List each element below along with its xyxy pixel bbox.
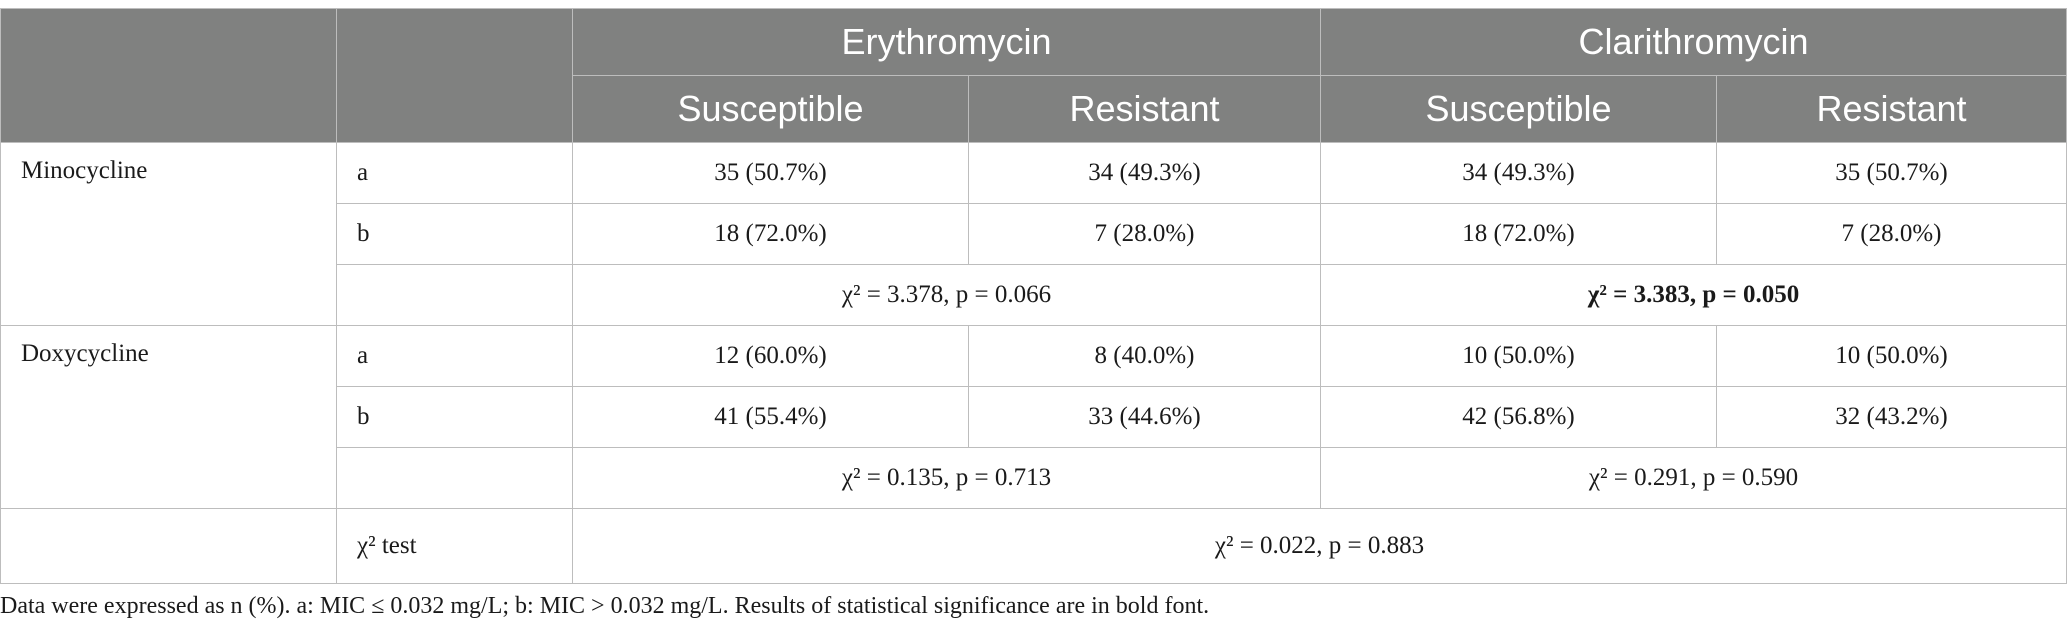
table-cell: 42 (56.8%) [1320, 386, 1718, 448]
table-cell: 33 (44.6%) [967, 386, 1322, 448]
header-blank-group [336, 8, 573, 143]
stat-doxycycline-erythromycin: χ² = 0.135, p = 0.713 [571, 447, 1322, 509]
group-label: a [336, 142, 573, 204]
table-row-stats: χ² = 3.378, p = 0.066 χ² = 3.383, p = 0.… [1, 264, 2068, 326]
table-row: b 41 (55.4%) 33 (44.6%) 42 (56.8%) 32 (4… [1, 386, 2068, 448]
table-cell: 35 (50.7%) [1716, 142, 2068, 204]
header-clarithromycin: Clarithromycin [1320, 8, 2068, 76]
table-cell: 18 (72.0%) [1320, 203, 1718, 265]
table-cell: 12 (60.0%) [572, 325, 969, 387]
table-row: Minocycline a 35 (50.7%) 34 (49.3%) 34 (… [0, 142, 2068, 326]
header-cla-resistant: Resistant [1716, 75, 2068, 143]
stat-chi-test-overall: χ² = 0.022, p = 0.883 [571, 508, 2068, 584]
drug-label-minocycline: Minocycline [0, 142, 337, 326]
drug-label-doxycycline: Doxycycline [0, 325, 337, 509]
table-cell: 32 (43.2%) [1716, 386, 2068, 448]
table-cell: 18 (72.0%) [572, 203, 969, 265]
group-label: b [336, 203, 573, 265]
table-row: b 18 (72.0%) 7 (28.0%) 18 (72.0%) 7 (28.… [1, 203, 2068, 265]
stat-doxycycline-clarithromycin: χ² = 0.291, p = 0.590 [1320, 447, 2068, 509]
table-cell: 8 (40.0%) [967, 325, 1322, 387]
table-row-chi-test: χ² test χ² = 0.022, p = 0.883 [0, 508, 2068, 584]
table-cell: 7 (28.0%) [967, 203, 1322, 265]
table-row: Doxycycline a 12 (60.0%) 8 (40.0%) 10 (5… [0, 325, 2068, 509]
blank-cell [0, 508, 337, 584]
table-cell: 41 (55.4%) [572, 386, 969, 448]
header-ery-resistant: Resistant [967, 75, 1322, 143]
blank-cell [336, 264, 573, 326]
table-cell: 10 (50.0%) [1716, 325, 2068, 387]
group-label: b [336, 386, 573, 448]
table-cell: 34 (49.3%) [1320, 142, 1718, 204]
header-blank-drug [0, 8, 337, 143]
data-table: Erythromycin Clarithromycin Susceptible … [0, 8, 2068, 584]
table-cell: 10 (50.0%) [1320, 325, 1718, 387]
chi-test-label: χ² test [336, 508, 573, 584]
header-cla-susceptible: Susceptible [1320, 75, 1718, 143]
header-ery-susceptible: Susceptible [572, 75, 969, 143]
table-cell: 35 (50.7%) [572, 142, 969, 204]
header-erythromycin: Erythromycin [571, 8, 1322, 76]
table-cell: 7 (28.0%) [1716, 203, 2068, 265]
blank-cell [336, 447, 573, 509]
stat-minocycline-erythromycin: χ² = 3.378, p = 0.066 [571, 264, 1322, 326]
table-cell: 34 (49.3%) [967, 142, 1322, 204]
group-label: a [336, 325, 573, 387]
header-row-subcolumns: Susceptible Resistant Susceptible Resist… [1, 75, 2068, 143]
table-footnote: Data were expressed as n (%). a: MIC ≤ 0… [0, 593, 1210, 619]
stat-minocycline-clarithromycin: χ² = 3.383, p = 0.050 [1320, 264, 2068, 326]
header-row-groups: Erythromycin Clarithromycin [0, 8, 2068, 143]
